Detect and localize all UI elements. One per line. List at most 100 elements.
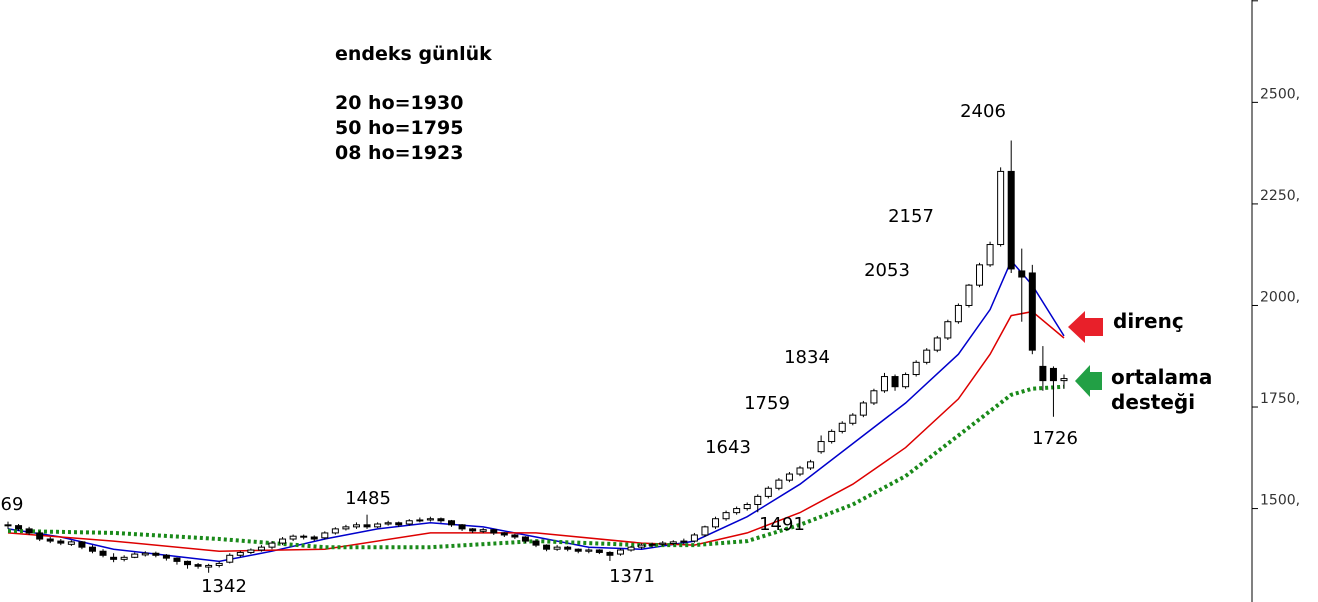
candle-body — [933, 337, 941, 351]
candle-body — [395, 522, 403, 526]
candle-body — [532, 540, 540, 546]
candle-body — [268, 542, 276, 548]
side-label: ortalama — [1111, 365, 1212, 389]
candle-body — [828, 430, 836, 443]
candle-body — [838, 422, 846, 432]
candle-body — [722, 512, 730, 520]
candle-body — [426, 518, 434, 521]
price-label: 1643 — [705, 437, 751, 458]
header-line: 50 ho=1795 — [335, 117, 463, 139]
candle-body — [173, 557, 181, 562]
candle-body — [1007, 170, 1015, 270]
candle-body — [78, 541, 86, 548]
candle-body — [1060, 378, 1068, 382]
candle-body — [46, 538, 54, 542]
price-label: 2053 — [864, 260, 910, 281]
candle-body — [458, 524, 466, 530]
header: endeks günlük 20 ho=1930 50 ho=1795 08 h… — [335, 43, 492, 164]
candle-body — [152, 552, 160, 556]
candle-body — [374, 523, 382, 528]
candle-body — [490, 529, 498, 534]
candle-body — [384, 522, 392, 525]
candle-body — [88, 546, 96, 552]
candle-body — [405, 520, 413, 525]
price-label: 2406 — [960, 101, 1006, 122]
candle-body — [57, 540, 65, 544]
candle-body — [891, 376, 899, 388]
header-line: 20 ho=1930 — [335, 92, 463, 114]
side-label: direnç — [1113, 309, 1184, 333]
candle-body — [543, 544, 551, 550]
candle-body — [902, 374, 910, 388]
price-label: 1834 — [784, 347, 830, 368]
candle-body — [279, 538, 287, 544]
candle-body — [638, 544, 646, 548]
candle-body — [194, 564, 202, 567]
moving-average-line — [7, 310, 1065, 552]
candle-body — [648, 543, 656, 546]
price-label: 1371 — [609, 566, 655, 587]
candle-body — [469, 528, 477, 532]
candle-body — [1018, 270, 1026, 278]
side-label: desteği — [1111, 390, 1195, 414]
candle-body — [363, 524, 371, 528]
price-label: 69 — [1, 494, 24, 515]
candle-body — [437, 518, 445, 522]
candle-body — [712, 518, 720, 528]
candle-body — [479, 529, 487, 532]
moving-average-line — [7, 384, 1065, 550]
candle-body — [595, 549, 603, 553]
candle-body — [162, 554, 170, 559]
y-tick-label: 2250, — [1260, 188, 1300, 204]
candle-body — [680, 540, 688, 543]
candle-body — [743, 504, 751, 510]
candle-body — [669, 541, 677, 545]
price-label: 1485 — [345, 488, 391, 509]
candle-body — [205, 564, 213, 568]
candle-body — [880, 376, 888, 392]
candle-body — [352, 524, 360, 528]
candle-body — [775, 479, 783, 489]
header-line: endeks günlük — [335, 43, 492, 65]
candle-body — [247, 549, 255, 553]
candle-body — [236, 551, 244, 556]
candle-body — [965, 284, 973, 306]
candle-body — [574, 548, 582, 552]
candle-body — [511, 534, 519, 538]
price-label: 2157 — [888, 206, 934, 227]
price-label: 1759 — [744, 393, 790, 414]
candle-body — [331, 528, 339, 534]
candle-body — [785, 473, 793, 481]
candle-body — [4, 524, 12, 527]
candle-body — [585, 549, 593, 552]
candle-body — [944, 321, 952, 339]
candle-body — [986, 244, 994, 266]
candle-body — [310, 536, 318, 540]
candle-body — [226, 554, 234, 563]
candle-body — [817, 441, 825, 453]
y-tick-label: 1750, — [1260, 391, 1300, 407]
candle-body — [110, 556, 118, 560]
candle-body — [690, 534, 698, 542]
candle-body — [796, 467, 804, 475]
support-arrow — [1075, 365, 1102, 397]
candle-body — [257, 546, 265, 551]
candle-body — [564, 546, 572, 550]
candle-body — [701, 526, 709, 536]
price-label: 1726 — [1032, 428, 1078, 449]
candle-body — [659, 542, 667, 545]
candle-body — [859, 402, 867, 416]
candle-body — [1028, 272, 1036, 351]
candle-body — [764, 487, 772, 497]
candle-body — [36, 532, 44, 540]
candle-body — [849, 414, 857, 424]
moving-average-line — [7, 259, 1065, 563]
candle-body — [342, 526, 350, 530]
candle-body — [627, 546, 635, 551]
candle-body — [1039, 365, 1047, 382]
candle-body — [15, 525, 23, 530]
candle-body — [807, 461, 815, 469]
candle-body — [553, 546, 561, 550]
candle-body — [99, 550, 107, 556]
candle-body — [912, 361, 920, 376]
